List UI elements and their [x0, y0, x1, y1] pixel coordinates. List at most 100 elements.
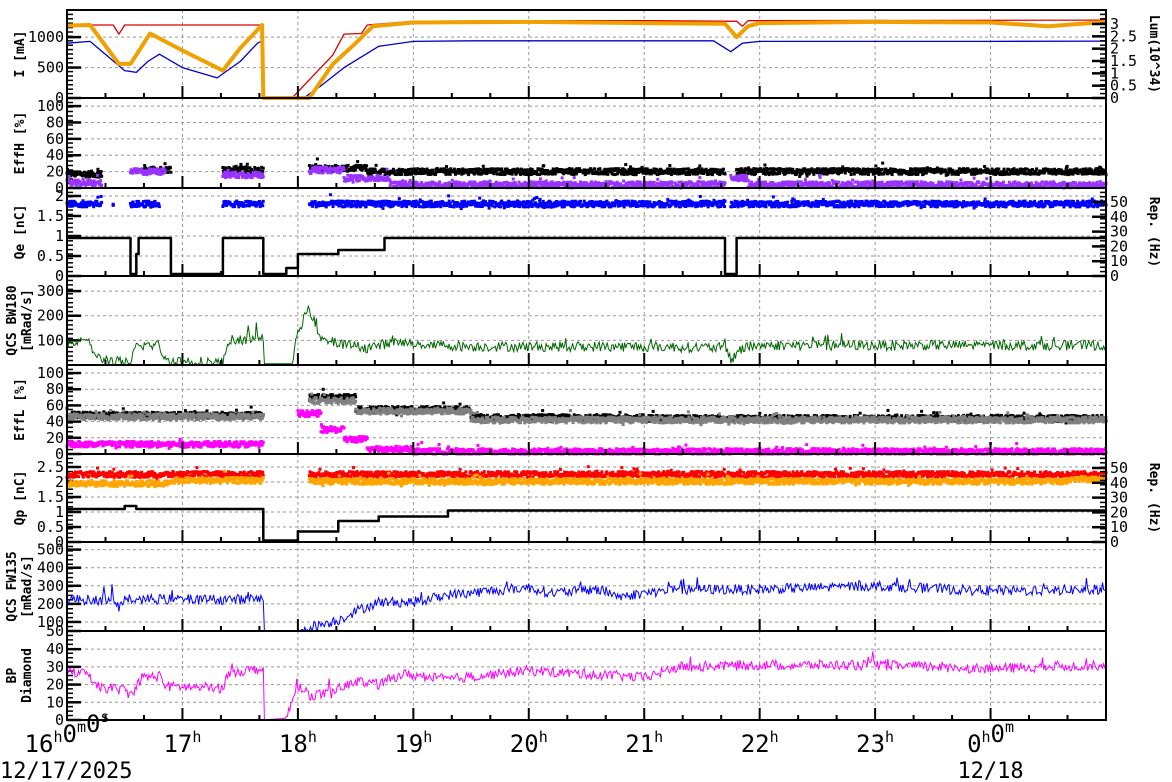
series-effl-gray: [65, 392, 1108, 427]
right-tick-label: 0: [1110, 267, 1119, 285]
series-qcs-bw180: [66, 305, 1107, 367]
right-tick-label: 0.5: [1110, 77, 1137, 95]
right-axis-title: Rep. (Hz): [1146, 463, 1161, 533]
y-tick-label: 60: [46, 396, 64, 414]
y-tick-label: 1000: [28, 28, 64, 46]
x-axis: 16h0m0s 17h 18h 19h 20h 21h 22h 23h 0h0m 12/17/20…: [0, 10, 1107, 782]
x-tick-label: 21h: [625, 728, 663, 758]
y-axis-title: QCS BW180[mRad/s]: [5, 285, 35, 356]
y-axis-title: Qp [nC]: [13, 471, 28, 526]
y-tick-label: 400: [37, 559, 64, 577]
y-tick-label: 100: [37, 331, 64, 349]
x-tick-label: 0h0m: [967, 718, 1014, 758]
x-date-label: 12/18: [957, 759, 1023, 782]
y-axis-title: BPDiamond: [5, 648, 35, 703]
x-date-label: 12/17/2025: [0, 759, 132, 782]
series-her-current: [66, 40, 1107, 99]
right-tick-label: 10: [1110, 252, 1128, 270]
right-tick-label: 10: [1110, 518, 1128, 536]
y-tick-label: 1.5: [37, 488, 64, 506]
y-tick-label: 0: [55, 179, 64, 197]
x-tick-label: 18h: [279, 728, 317, 758]
y-tick-label: 1: [55, 503, 64, 521]
y-tick-label: 0.5: [37, 247, 64, 265]
y-tick-label: 500: [37, 59, 64, 77]
series-effh-purple: [65, 165, 1108, 190]
y-tick-label: 500: [37, 541, 64, 559]
y-axis-title: EffH [%]: [13, 112, 28, 175]
right-tick-label: 30: [1110, 489, 1128, 507]
y-tick-label: 20: [46, 163, 64, 181]
y-axis-title: I [mA]: [13, 31, 28, 78]
right-tick-label: 20: [1110, 503, 1128, 521]
y-tick-label: 10: [46, 693, 64, 711]
right-tick-label: 2: [1110, 40, 1119, 58]
y-tick-label: 30: [46, 658, 64, 676]
x-tick-label: 16h0m0s: [25, 708, 110, 758]
right-tick-label: 0: [1110, 89, 1119, 107]
series-luminosity: [66, 19, 1107, 100]
right-tick-label: 1: [1110, 64, 1119, 82]
right-axis-title: Rep. (Hz): [1146, 197, 1161, 267]
y-tick-label: 2.5: [37, 458, 64, 476]
y-tick-label: 40: [46, 146, 64, 164]
x-tick-label: 23h: [856, 728, 894, 758]
y-tick-label: 80: [46, 113, 64, 131]
series-bp-diamond: [66, 651, 1107, 721]
y-tick-label: 0: [55, 445, 64, 463]
series-ler-current: [67, 19, 1107, 99]
right-tick-label: 30: [1110, 223, 1128, 241]
right-tick-label: 3: [1110, 15, 1119, 33]
right-tick-label: 0: [1110, 533, 1119, 551]
y-tick-label: 300: [37, 577, 64, 595]
series-qe-charge: [65, 193, 1108, 211]
y-tick-label: 300: [37, 282, 64, 300]
y-tick-label: 0: [55, 89, 64, 107]
y-axis-title: EffL [%]: [13, 378, 28, 441]
right-tick-label: 50: [1110, 193, 1128, 211]
y-tick-label: 1.5: [37, 207, 64, 225]
y-axis-title: Qe [nC]: [13, 205, 28, 260]
x-tick-label: 17h: [163, 728, 201, 758]
y-tick-label: 20: [46, 429, 64, 447]
series-rep-rate-e: [67, 236, 1106, 276]
x-tick-label: 22h: [741, 728, 779, 758]
right-tick-label: 40: [1110, 474, 1128, 492]
y-tick-label: 1: [55, 227, 64, 245]
right-tick-label: 40: [1110, 208, 1128, 226]
right-tick-label: 1.5: [1110, 52, 1137, 70]
y-tick-label: 2: [55, 473, 64, 491]
right-tick-label: 2.5: [1110, 27, 1137, 45]
y-tick-label: 0.5: [37, 518, 64, 536]
y-tick-label: 2: [55, 187, 64, 205]
y-tick-label: 50: [46, 622, 64, 640]
y-axis-title: QCS FW135[mRad/s]: [5, 551, 35, 621]
y-tick-label: 100: [37, 364, 64, 382]
x-tick-label: 19h: [394, 728, 432, 758]
y-tick-label: 40: [46, 413, 64, 431]
y-tick-label: 100: [37, 613, 64, 631]
right-axis-title: Lum(10^34): [1146, 15, 1161, 93]
y-tick-label: 100: [37, 97, 64, 115]
y-tick-label: 80: [46, 380, 64, 398]
y-tick-label: 40: [46, 640, 64, 658]
x-tick-label: 20h: [510, 728, 548, 758]
y-tick-label: 200: [37, 595, 64, 613]
y-tick-label: 20: [46, 676, 64, 694]
right-tick-label: 50: [1110, 459, 1128, 477]
y-tick-label: 0: [55, 711, 64, 729]
y-tick-label: 60: [46, 130, 64, 148]
series-qp-orange: [65, 469, 1108, 489]
y-tick-label: 0: [55, 267, 64, 285]
series-qcs-fw135: [66, 577, 1107, 633]
